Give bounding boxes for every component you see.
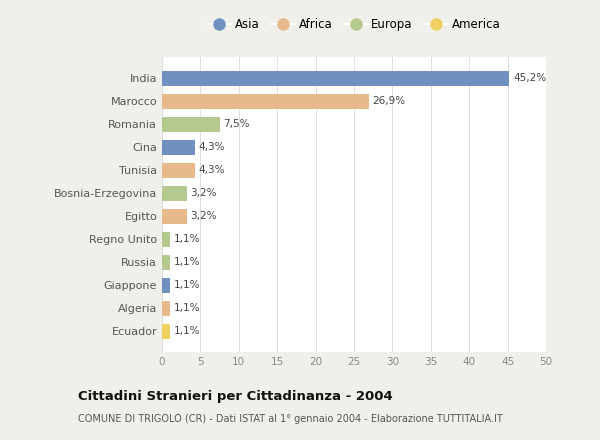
Text: 4,3%: 4,3%: [199, 165, 226, 175]
Bar: [162, 117, 220, 132]
Bar: [162, 139, 195, 154]
Bar: [162, 278, 170, 293]
Text: 3,2%: 3,2%: [190, 211, 217, 221]
Bar: [162, 70, 509, 85]
Text: 1,1%: 1,1%: [174, 280, 201, 290]
Text: COMUNE DI TRIGOLO (CR) - Dati ISTAT al 1° gennaio 2004 - Elaborazione TUTTITALIA: COMUNE DI TRIGOLO (CR) - Dati ISTAT al 1…: [78, 414, 503, 425]
Text: 4,3%: 4,3%: [199, 142, 226, 152]
Bar: [162, 94, 368, 109]
Text: 45,2%: 45,2%: [513, 73, 546, 83]
Text: 26,9%: 26,9%: [373, 96, 406, 106]
Bar: [162, 186, 187, 201]
Bar: [162, 255, 170, 270]
Legend: Asia, Africa, Europa, America: Asia, Africa, Europa, America: [205, 16, 503, 33]
Bar: [162, 324, 170, 339]
Text: 1,1%: 1,1%: [174, 326, 201, 336]
Text: 7,5%: 7,5%: [223, 119, 250, 129]
Text: 1,1%: 1,1%: [174, 234, 201, 244]
Bar: [162, 301, 170, 315]
Bar: [162, 231, 170, 246]
Bar: [162, 209, 187, 224]
Bar: [162, 163, 195, 178]
Text: 3,2%: 3,2%: [190, 188, 217, 198]
Text: Cittadini Stranieri per Cittadinanza - 2004: Cittadini Stranieri per Cittadinanza - 2…: [78, 390, 393, 403]
Text: 1,1%: 1,1%: [174, 257, 201, 267]
Text: 1,1%: 1,1%: [174, 303, 201, 313]
